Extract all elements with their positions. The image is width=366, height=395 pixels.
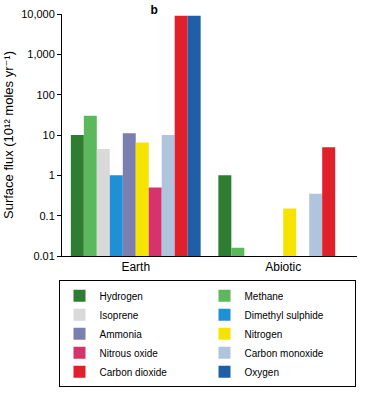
svg-text:Nitrous oxide: Nitrous oxide [100,348,159,359]
svg-text:Abiotic: Abiotic [265,260,301,274]
svg-text:Ammonia: Ammonia [100,329,143,340]
svg-text:1,000: 1,000 [27,48,55,60]
svg-text:100: 100 [36,89,54,101]
svg-text:Oxygen: Oxygen [245,367,279,378]
svg-text:Isoprene: Isoprene [100,310,139,321]
svg-text:10,000: 10,000 [21,8,55,20]
svg-text:10: 10 [43,129,55,141]
svg-text:Nitrogen: Nitrogen [245,329,283,340]
svg-text:Methane: Methane [245,291,284,302]
svg-text:1: 1 [49,169,55,181]
svg-text:b: b [151,3,158,17]
svg-text:Hydrogen: Hydrogen [100,291,143,302]
svg-text:Carbon dioxide: Carbon dioxide [100,367,168,378]
svg-text:0.1: 0.1 [40,210,55,222]
svg-text:Earth: Earth [121,260,150,274]
svg-text:Carbon monoxide: Carbon monoxide [245,348,324,359]
svg-text:Surface flux (10¹² moles yr⁻¹): Surface flux (10¹² moles yr⁻¹) [1,51,16,219]
svg-text:Dimethyl sulphide: Dimethyl sulphide [245,310,324,321]
svg-text:0.01: 0.01 [33,250,54,262]
